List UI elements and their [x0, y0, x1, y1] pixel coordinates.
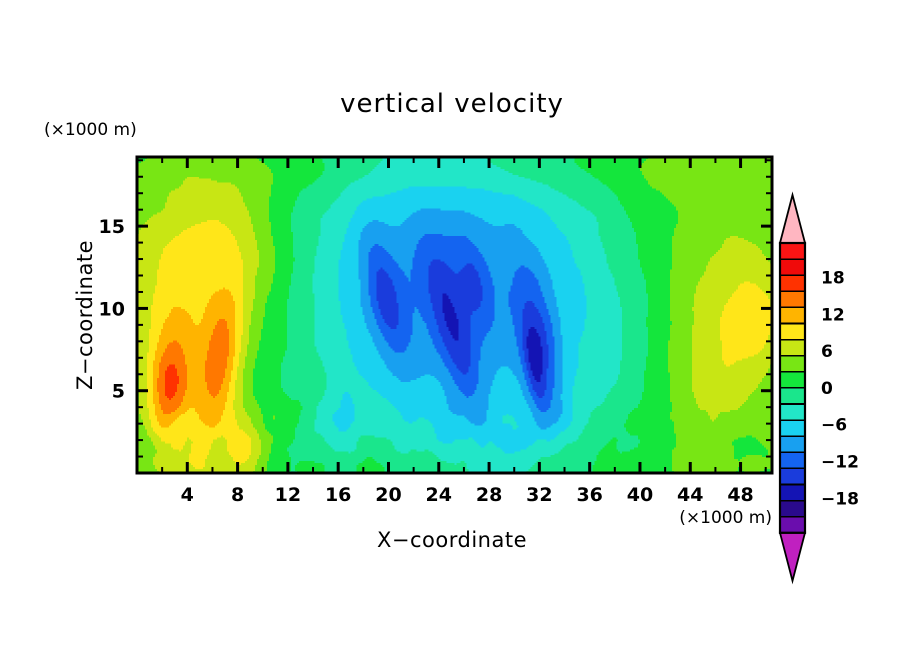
colorbar-band[interactable]	[779, 322, 806, 341]
x-tick-label: 44	[677, 484, 703, 506]
colorbar-band[interactable]	[779, 387, 806, 406]
contour-field	[137, 157, 772, 473]
y-tick-label: 15	[99, 216, 125, 238]
colorbar-band[interactable]	[779, 242, 806, 261]
y-axis-label: Z−coordinate	[73, 240, 97, 390]
colorbar-band[interactable]	[779, 451, 806, 470]
colorbar-band[interactable]	[779, 419, 806, 438]
y-tick-label: 5	[112, 381, 125, 403]
x-tick-label: 24	[426, 484, 452, 506]
colorbar-band[interactable]	[779, 338, 806, 357]
colorbar-tick-label: 6	[821, 342, 833, 362]
y-tick-label: 10	[99, 298, 125, 320]
y-axis-unit-label: (×1000 m)	[44, 120, 137, 140]
colorbar-tick-label: 0	[821, 379, 833, 399]
x-axis-unit-label: (×1000 m)	[679, 508, 772, 528]
colorbar[interactable]: 18 12 6 0 −6 −12 −18	[778, 191, 859, 585]
colorbar-border	[778, 241, 807, 534]
colorbar-band[interactable]	[779, 274, 806, 293]
x-tick-label: 36	[576, 484, 602, 506]
colorbar-band[interactable]	[779, 435, 806, 454]
x-tick-label: 8	[231, 484, 244, 506]
x-tick-label: 12	[275, 484, 301, 506]
colorbar-band[interactable]	[779, 306, 806, 325]
page-title: vertical velocity	[340, 89, 564, 119]
colorbar-tick-label: 18	[821, 269, 845, 289]
colorbar-band[interactable]	[779, 354, 806, 374]
x-tick-label: 32	[526, 484, 552, 506]
x-tick-label: 40	[627, 484, 653, 506]
colorbar-band[interactable]	[779, 370, 806, 390]
colorbar-band[interactable]	[779, 403, 806, 422]
colorbar-band[interactable]	[779, 515, 806, 535]
colorbar-tick-label: 12	[821, 305, 845, 325]
colorbar-tick-label: −18	[821, 489, 859, 509]
x-tick-label: 20	[375, 484, 401, 506]
x-tick-label: 16	[325, 484, 351, 506]
colorbar-tick-label: −12	[821, 453, 859, 473]
colorbar-band[interactable]	[779, 499, 806, 518]
plot-frame	[135, 155, 774, 475]
colorbar-tick-label: −6	[821, 416, 847, 436]
x-tick-label: 28	[476, 484, 502, 506]
x-axis-label: X−coordinate	[377, 528, 527, 552]
colorbar-band[interactable]	[779, 483, 806, 502]
x-tick-label: 48	[727, 484, 753, 506]
colorbar-band[interactable]	[779, 258, 806, 277]
colorbar-band[interactable]	[779, 290, 806, 309]
colorbar-band[interactable]	[779, 467, 806, 486]
x-tick-label: 4	[181, 484, 194, 506]
